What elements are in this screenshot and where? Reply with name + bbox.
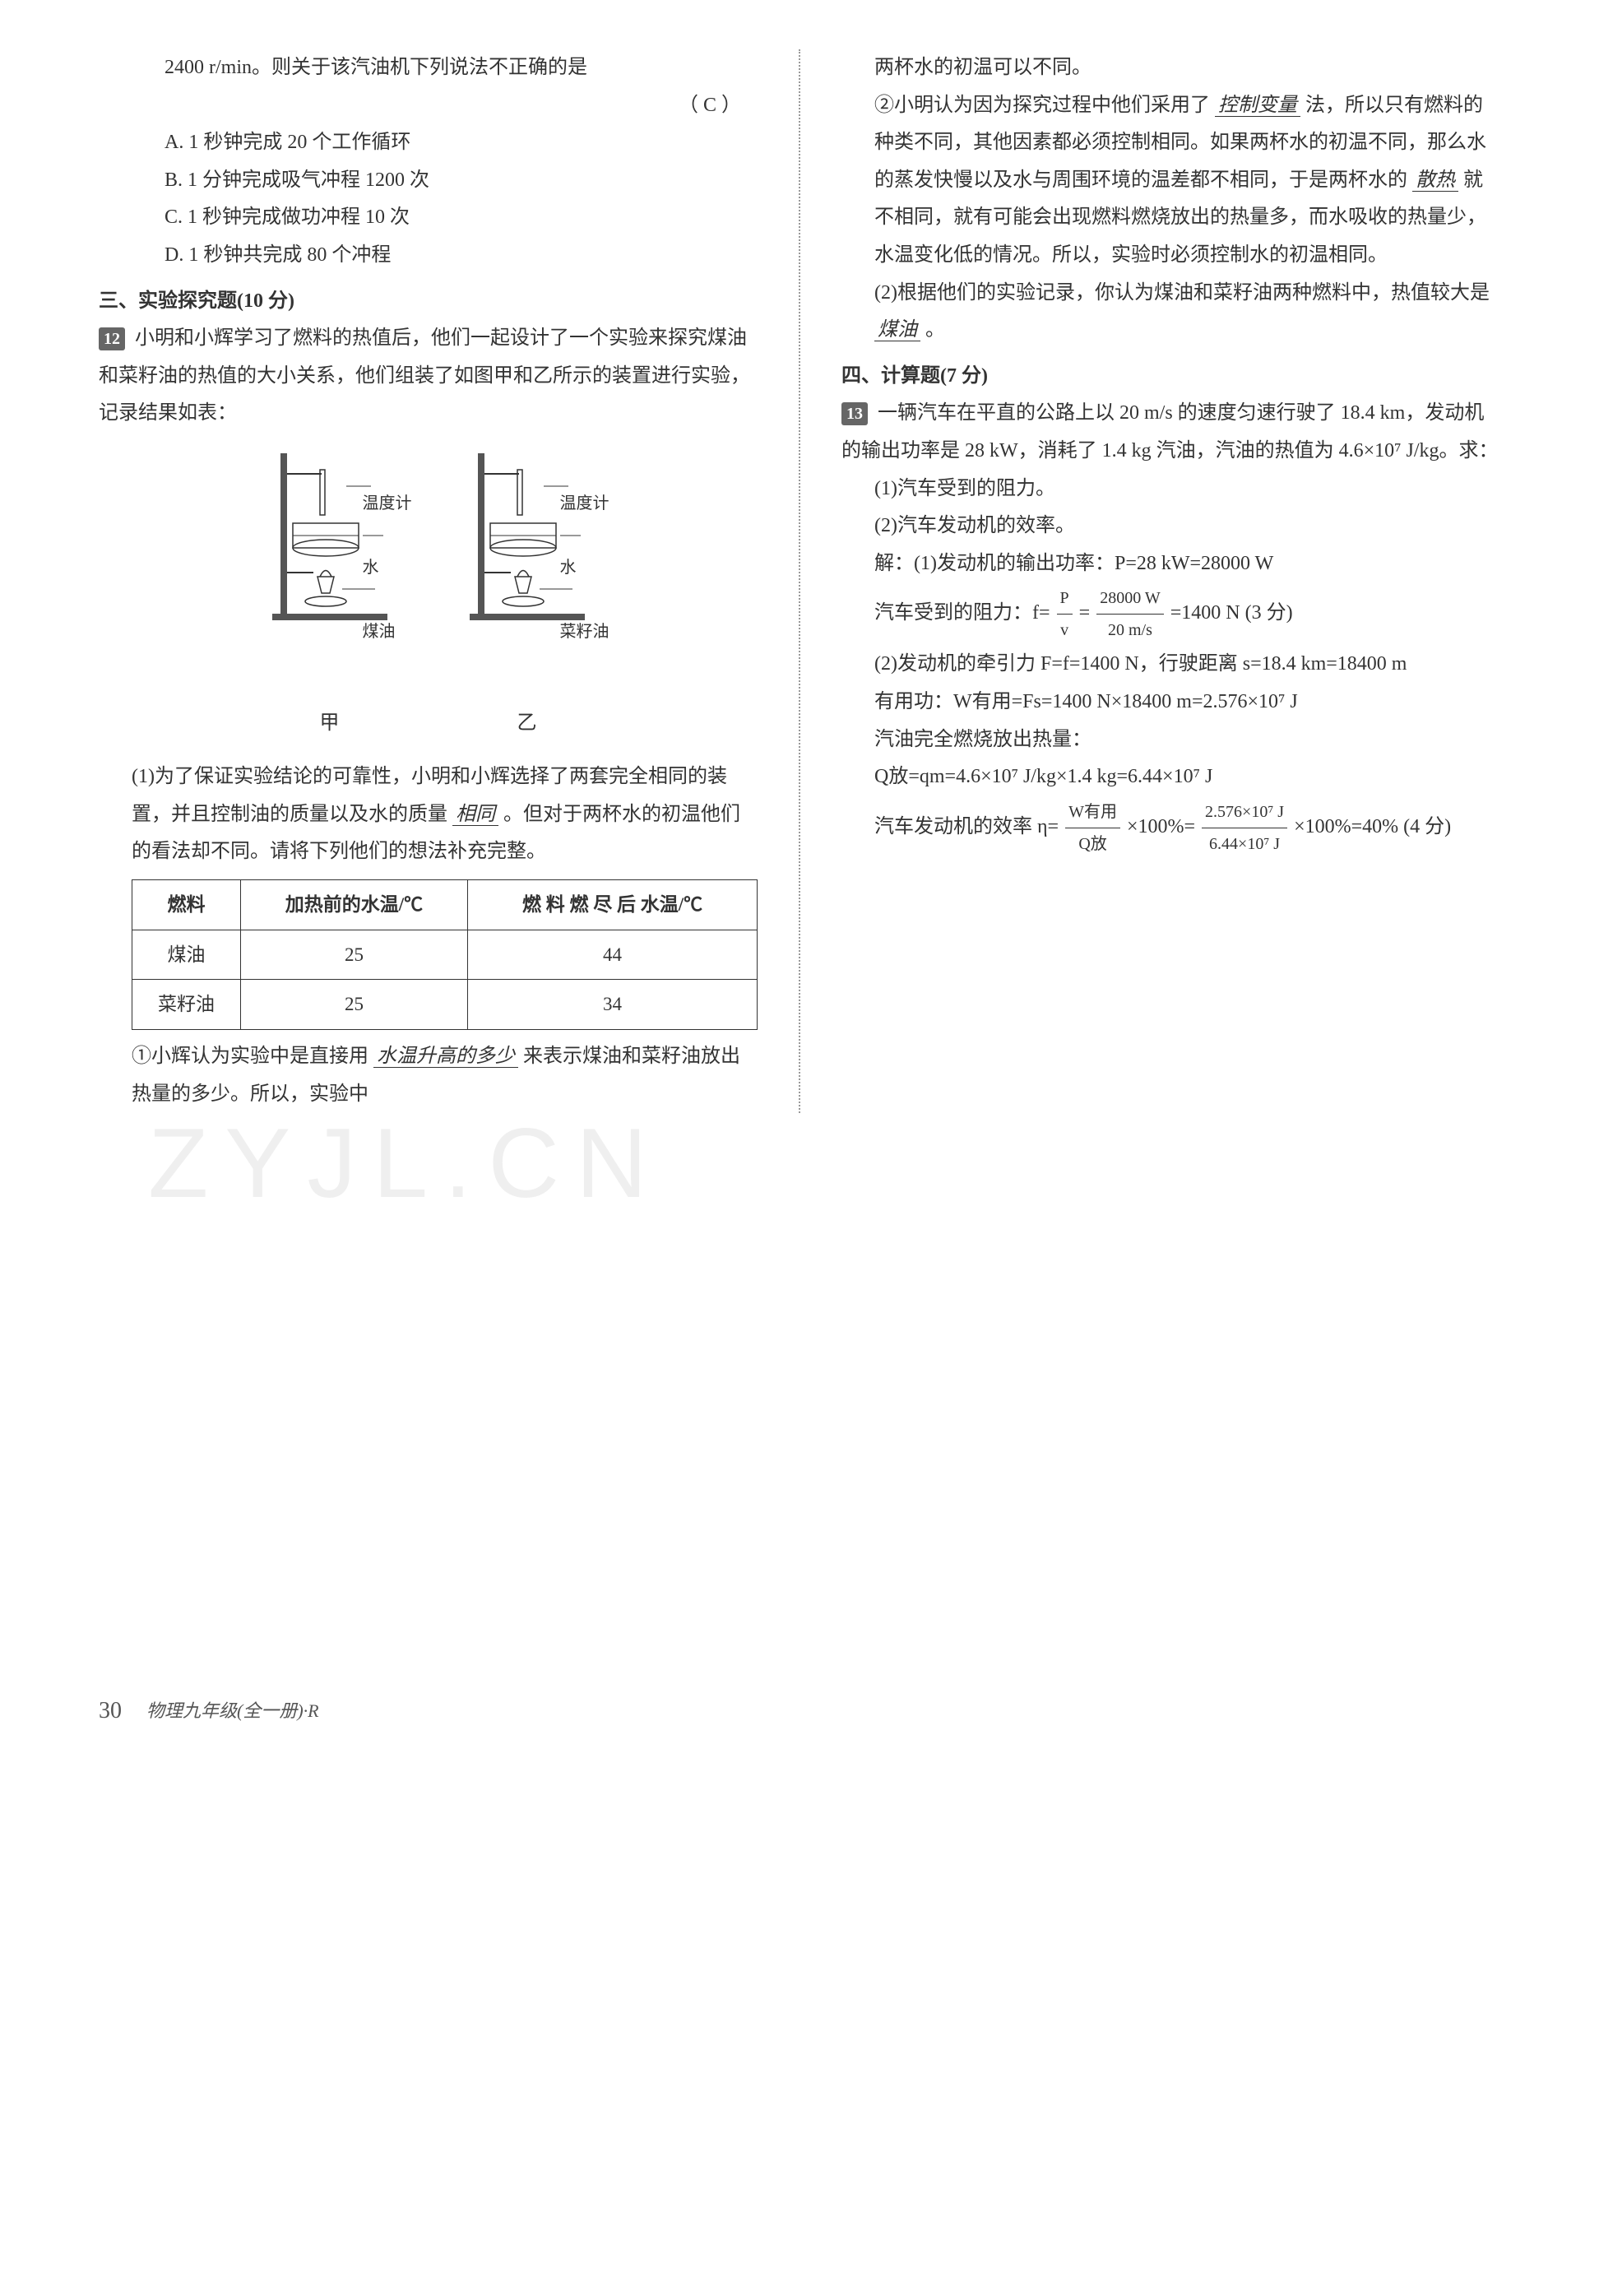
data-table: 燃料 加热前的水温/℃ 燃 料 燃 尽 后 水温/℃ 煤油 25 44 菜籽油 … [132, 879, 758, 1030]
fraction: P v [1057, 582, 1073, 646]
fig-caption-2: 乙 [453, 705, 601, 743]
q13-sub2: (2)汽车发动机的效率。 [841, 508, 1500, 545]
q13-wrapper: 13 一辆汽车在平直的公路上以 20 m/s 的速度匀速行驶了 18.4 km，… [841, 395, 1500, 470]
q12-p1: (1)为了保证实验结论的可靠性，小明和小辉选择了两套完全相同的装置，并且控制油的… [99, 758, 758, 871]
label-fuel-2: 菜籽油 [560, 616, 708, 647]
sol-l2: 汽车受到的阻力：f= P v = 28000 W 20 m/s =1400 N … [874, 582, 1500, 646]
q12-c1-pre: ①小辉认为实验中是直接用 [132, 1046, 368, 1067]
frac-num: P [1057, 582, 1073, 615]
sol-l2-post: =1400 N (3 分) [1170, 602, 1293, 624]
q11-answer: （ C ） [679, 87, 741, 125]
col-temp-after: 燃 料 燃 尽 后 水温/℃ [468, 879, 758, 930]
fig-labels-2: 温度计 水 菜籽油 [560, 488, 708, 647]
sol-l1: 解：(1)发动机的输出功率：P=28 kW=28000 W [874, 545, 1500, 583]
right-column: 两杯水的初温可以不同。 ②小明认为因为探究过程中他们采用了 控制变量 法，所以只… [841, 49, 1500, 1113]
page-footer: 30 物理九年级(全一册)·R [99, 1689, 1500, 1732]
frac-den: 20 m/s [1096, 615, 1164, 646]
q12-c1: ①小辉认为实验中是直接用 水温升高的多少 来表示煤油和菜籽油放出热量的多少。所以… [99, 1038, 758, 1113]
fig-caption-1: 甲 [256, 705, 404, 743]
q13-sub1: (1)汽车受到的阻力。 [841, 471, 1500, 508]
q12-c2-pre: ②小明认为因为探究过程中他们采用了 [874, 95, 1210, 116]
table-row: 煤油 25 44 [132, 930, 758, 980]
table-row: 菜籽油 25 34 [132, 980, 758, 1030]
cell: 25 [240, 930, 467, 980]
frac-num: 2.576×10⁷ J [1202, 796, 1287, 828]
q12-p2-pre: (2)根据他们的实验记录，你认为煤油和菜籽油两种燃料中，热值较大是 [874, 282, 1490, 304]
q12-c2-blank2: 散热 [1412, 169, 1458, 192]
q11-opt-c: C. 1 秒钟完成做功冲程 10 次 [99, 199, 758, 237]
label-water-1: 水 [363, 552, 511, 583]
q12-c1-cont: 两杯水的初温可以不同。 [841, 49, 1500, 87]
cell: 煤油 [132, 930, 241, 980]
q13-stem: 一辆汽车在平直的公路上以 20 m/s 的速度匀速行驶了 18.4 km，发动机… [841, 402, 1499, 462]
sol-l2-eq: = [1079, 602, 1091, 624]
page-number: 30 [99, 1689, 122, 1732]
fraction: 2.576×10⁷ J 6.44×10⁷ J [1202, 796, 1287, 860]
section-3-header: 三、实验探究题(10 分) [99, 283, 758, 321]
label-thermo-2: 温度计 [560, 488, 708, 519]
sol-l3: (2)发动机的牵引力 F=f=1400 N，行驶距离 s=18.4 km=184… [874, 646, 1500, 684]
q11-opt-b: B. 1 分钟完成吸气冲程 1200 次 [99, 162, 758, 200]
q13-number: 13 [841, 402, 868, 425]
q12-p2-post: 。 [925, 319, 945, 341]
cell: 44 [468, 930, 758, 980]
cell: 菜籽油 [132, 980, 241, 1030]
label-fuel-1: 煤油 [363, 616, 511, 647]
footer-text: 物理九年级(全一册)·R [146, 1694, 319, 1728]
col-fuel: 燃料 [132, 879, 241, 930]
frac-den: Q放 [1065, 828, 1120, 860]
q11-stem: 2400 r/min。则关于该汽油机下列说法不正确的是 [99, 49, 758, 87]
q12-number: 12 [99, 327, 125, 350]
label-thermo-1: 温度计 [363, 488, 511, 519]
label-water-2: 水 [560, 552, 708, 583]
q12-wrapper: 12 小明和小辉学习了燃料的热值后，他们一起设计了一个实验来探究煤油和菜籽油的热… [99, 320, 758, 433]
cell: 34 [468, 980, 758, 1030]
table-header-row: 燃料 加热前的水温/℃ 燃 料 燃 尽 后 水温/℃ [132, 879, 758, 930]
sol-l4: 有用功：W有用=Fs=1400 N×18400 m=2.576×10⁷ J [874, 684, 1500, 721]
cell: 25 [240, 980, 467, 1030]
section-4-header: 四、计算题(7 分) [841, 358, 1500, 396]
frac-num: 28000 W [1096, 582, 1164, 615]
q12-p2: (2)根据他们的实验记录，你认为煤油和菜籽油两种燃料中，热值较大是 煤油 。 [841, 275, 1500, 350]
q12-c1-blank: 水温升高的多少 [373, 1046, 518, 1068]
figure-jia: 温度计 水 煤油 甲 [256, 449, 404, 742]
figure-container: 温度计 水 煤油 甲 [99, 449, 758, 742]
sol-l7-mid: ×100%= [1127, 816, 1195, 837]
left-column: 2400 r/min。则关于该汽油机下列说法不正确的是 （ C ） A. 1 秒… [99, 49, 758, 1113]
col-temp-before: 加热前的水温/℃ [240, 879, 467, 930]
sol-l2-pre: 汽车受到的阻力：f= [874, 602, 1050, 624]
page-content: 2400 r/min。则关于该汽油机下列说法不正确的是 （ C ） A. 1 秒… [99, 49, 1500, 1113]
fig-labels-1: 温度计 水 煤油 [363, 488, 511, 647]
fraction: 28000 W 20 m/s [1096, 582, 1164, 646]
column-divider [799, 49, 800, 1113]
q13-solution: 解：(1)发动机的输出功率：P=28 kW=28000 W 汽车受到的阻力：f=… [841, 545, 1500, 860]
frac-num: W有用 [1065, 796, 1120, 828]
q11-opt-a: A. 1 秒钟完成 20 个工作循环 [99, 124, 758, 162]
frac-den: v [1057, 615, 1073, 646]
q12-stem: 小明和小辉学习了燃料的热值后，他们一起设计了一个实验来探究煤油和菜籽油的热值的大… [99, 327, 750, 424]
sol-l7: 汽车发动机的效率 η= W有用 Q放 ×100%= 2.576×10⁷ J 6.… [874, 796, 1500, 860]
sol-l6: Q放=qm=4.6×10⁷ J/kg×1.4 kg=6.44×10⁷ J [874, 758, 1500, 796]
q12-c2: ②小明认为因为探究过程中他们采用了 控制变量 法，所以只有燃料的种类不同，其他因… [841, 87, 1500, 275]
sol-l7-pre: 汽车发动机的效率 η= [874, 816, 1059, 837]
fraction: W有用 Q放 [1065, 796, 1120, 860]
q12-c2-blank1: 控制变量 [1215, 95, 1300, 117]
q12-table-wrapper: 燃料 加热前的水温/℃ 燃 料 燃 尽 后 水温/℃ 煤油 25 44 菜籽油 … [99, 879, 758, 1030]
sol-l5: 汽油完全燃烧放出热量： [874, 721, 1500, 759]
q12-p1-blank: 相同 [452, 804, 498, 826]
q11-opt-d: D. 1 秒钟共完成 80 个冲程 [99, 237, 758, 275]
sol-l7-post: ×100%=40% (4 分) [1294, 816, 1451, 837]
frac-den: 6.44×10⁷ J [1202, 828, 1287, 860]
q12-p2-blank: 煤油 [874, 319, 920, 341]
